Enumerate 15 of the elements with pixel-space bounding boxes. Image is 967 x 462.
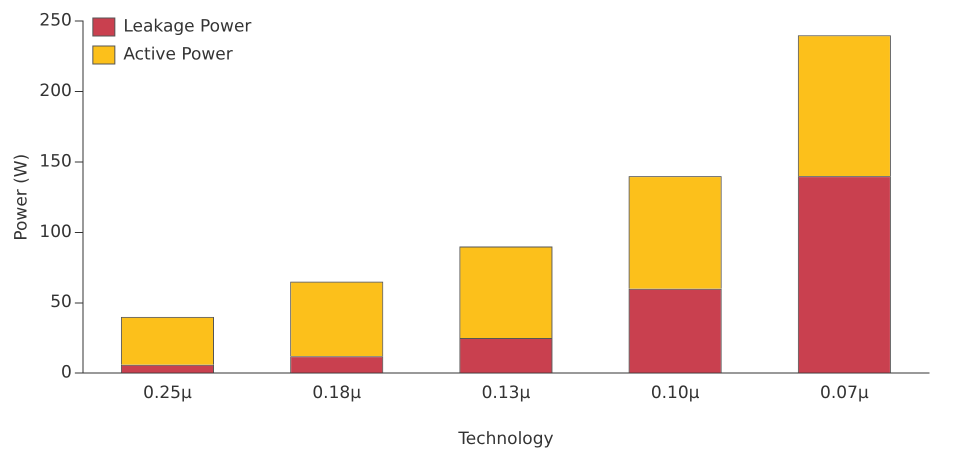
y-tick-label: 150 [39, 151, 72, 172]
y-tick-label: 0 [61, 362, 72, 383]
x-tick-label: 0.10µ [650, 382, 700, 403]
x-tick-label: 0.07µ [820, 382, 869, 403]
y-tick-label: 50 [50, 292, 72, 312]
x-tick-label: 0.13µ [482, 382, 530, 403]
x-tick-label: 0.25µ [143, 382, 192, 403]
y-tick-label: 200 [39, 81, 72, 102]
legend-label: Leakage Power [123, 16, 252, 36]
x-tick-label: 0.18µ [312, 382, 362, 403]
y-axis-title: Power (W) [12, 154, 32, 241]
y-tick-label: 250 [39, 10, 72, 31]
legend-label: Active Power [123, 44, 233, 64]
y-tick-label: 100 [39, 222, 72, 242]
x-axis-title: Technology [457, 429, 554, 450]
